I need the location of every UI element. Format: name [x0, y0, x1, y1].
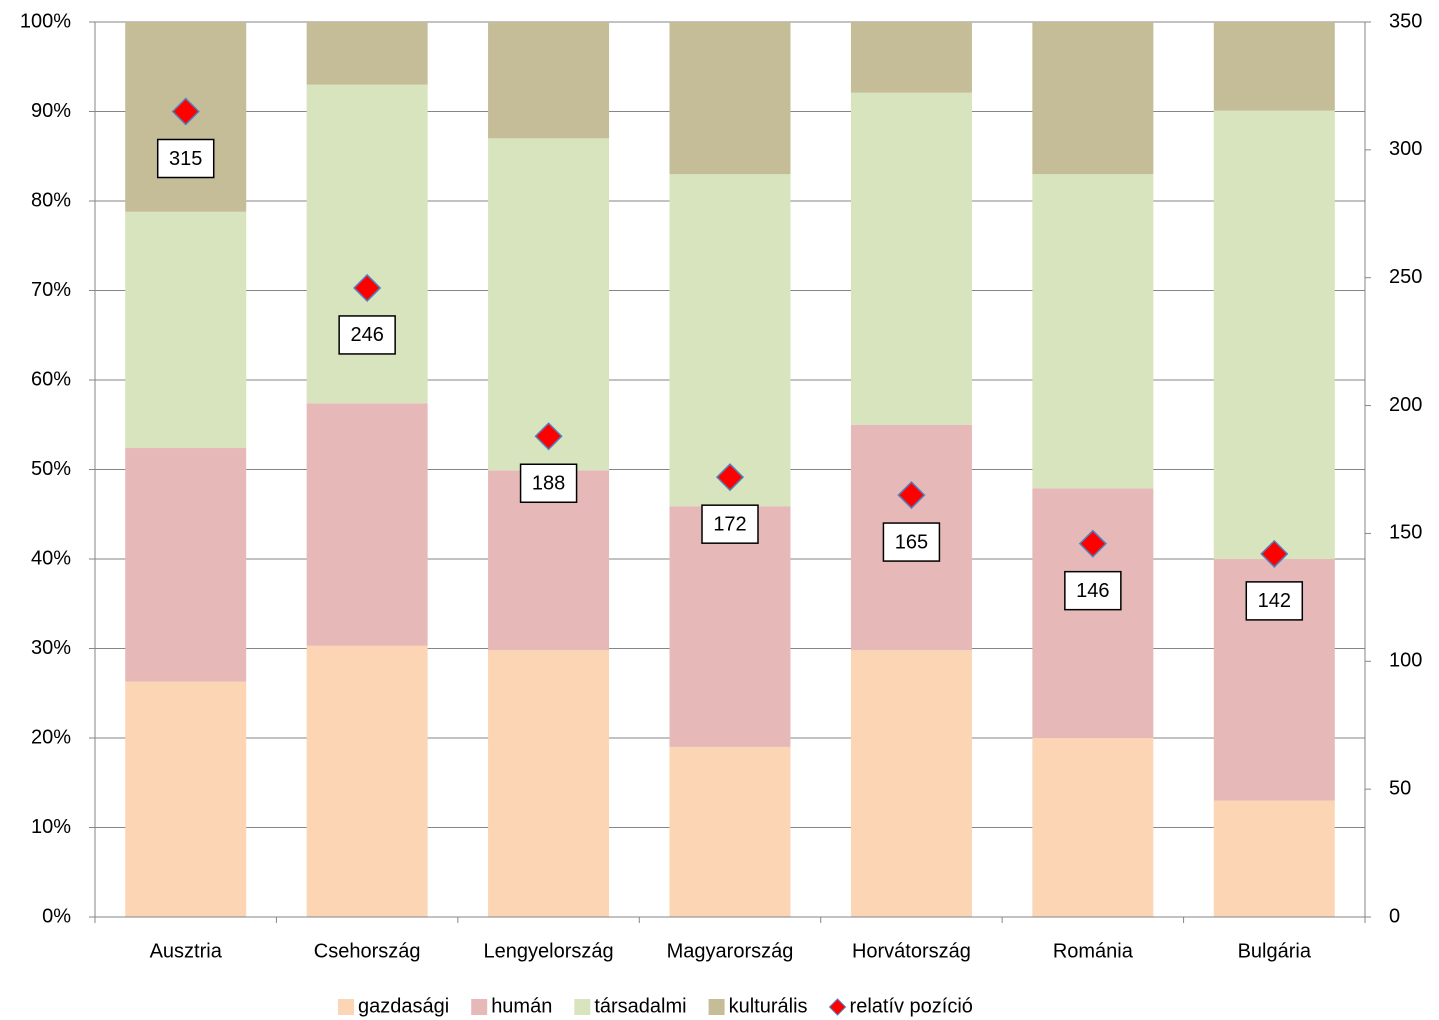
y-tick-label: 0% — [42, 905, 71, 927]
bar-segment — [1032, 174, 1154, 489]
marker — [171, 97, 200, 126]
data-label: 172 — [713, 513, 746, 535]
x-tick-label: Horvátország — [852, 940, 971, 962]
data-label-box — [156, 138, 215, 179]
data-label: 142 — [1258, 590, 1291, 612]
data-label: 246 — [350, 324, 383, 346]
legend-marker — [828, 998, 847, 1016]
bar-segment — [488, 650, 610, 917]
y-tick-label: 100% — [20, 10, 71, 32]
data-label: 315 — [169, 148, 202, 170]
marker — [1078, 529, 1107, 558]
bar-segment — [669, 506, 791, 747]
bar-segment — [669, 746, 791, 917]
bar-segment — [125, 448, 247, 682]
y2-tick-label: 300 — [1389, 138, 1422, 160]
bar-segment — [669, 22, 791, 175]
legend-label: relatív pozíció — [850, 995, 973, 1017]
y-tick-label: 20% — [31, 726, 71, 748]
bar-segment — [125, 681, 247, 917]
marker — [353, 273, 382, 303]
bar-segment — [488, 138, 610, 471]
y-tick-label: 50% — [31, 458, 71, 480]
x-tick-label: Bulgária — [1238, 940, 1312, 962]
data-label-box — [701, 504, 759, 544]
y2-tick-label: 150 — [1389, 522, 1422, 544]
legend-label: gazdasági — [358, 995, 449, 1017]
legend-swatch — [708, 999, 725, 1015]
y2-tick-label: 250 — [1389, 266, 1422, 288]
marker — [897, 481, 926, 510]
data-label: 188 — [532, 473, 565, 495]
data-label: 146 — [1076, 580, 1109, 602]
y-tick-label: 30% — [31, 637, 71, 659]
marker — [1260, 539, 1289, 568]
legend-label: kulturális — [729, 995, 808, 1017]
legend-swatch — [338, 999, 354, 1015]
legend-label: társadalmi — [594, 995, 686, 1017]
y-tick-label: 70% — [31, 279, 71, 301]
bar-segment — [488, 22, 610, 139]
bar-segment — [850, 650, 972, 917]
data-label-box — [1245, 581, 1304, 621]
data-label: 165 — [895, 531, 928, 553]
data-label-box — [519, 463, 578, 504]
bar-segment — [1032, 22, 1154, 175]
y2-tick-label: 200 — [1389, 394, 1422, 416]
legend-swatch — [471, 999, 488, 1015]
bar-segment — [1213, 22, 1335, 111]
data-label-box — [1064, 570, 1122, 611]
bar-segment — [306, 22, 428, 85]
data-label-box — [882, 522, 941, 562]
bar-segment — [850, 92, 972, 425]
bar-segment — [306, 84, 428, 404]
x-tick-label: Románia — [1053, 940, 1134, 962]
y-tick-label: 60% — [31, 368, 71, 390]
marker — [715, 463, 745, 492]
x-tick-label: Lengyelország — [484, 940, 614, 962]
y2-tick-label: 50 — [1389, 777, 1411, 799]
x-tick-label: Ausztria — [150, 940, 223, 962]
legend-swatch — [574, 999, 591, 1015]
y-tick-label: 10% — [31, 816, 71, 838]
x-tick-label: Magyarország — [667, 940, 794, 962]
bar-segment — [1032, 488, 1154, 738]
marker — [534, 422, 563, 451]
x-tick-label: Csehország — [314, 940, 421, 962]
bar-segment — [1032, 738, 1154, 917]
bar-segment — [306, 403, 428, 646]
bar-segment — [850, 22, 972, 93]
bar-segment — [1213, 800, 1335, 917]
data-label-box — [338, 315, 396, 355]
y2-tick-label: 100 — [1389, 650, 1422, 672]
bar-segment — [1213, 110, 1335, 559]
y2-tick-label: 0 — [1389, 905, 1400, 927]
y-tick-label: 90% — [31, 100, 71, 122]
y-tick-label: 80% — [31, 189, 71, 211]
bar-segment — [306, 645, 428, 917]
y-tick-label: 40% — [31, 547, 71, 569]
legend-label: humán — [491, 995, 552, 1017]
bar-segment — [669, 174, 791, 507]
y2-tick-label: 350 — [1389, 10, 1422, 32]
bar-segment — [125, 211, 247, 449]
